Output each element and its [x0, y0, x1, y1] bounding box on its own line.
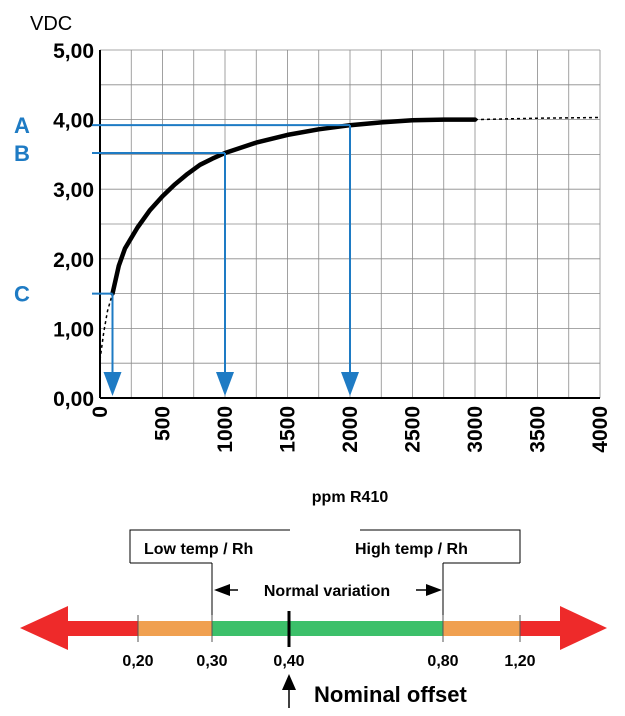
x-tick-label: 4000: [589, 406, 612, 453]
offset-scale: Low temp / Rh High temp / Rh Normal vari…: [20, 529, 607, 708]
scale-arrow-right-icon: [560, 606, 607, 650]
y-tick-labels: 0,00 1,00 2,00 3,00 4,00 5,00: [53, 40, 94, 411]
scale-orange-left: [138, 621, 212, 636]
response-curve: [110, 117, 478, 296]
x-tick-label: 0: [89, 406, 112, 418]
y-tick-label: 5,00: [53, 40, 94, 63]
marker-label: A: [14, 113, 30, 138]
scale-label-030: 0,30: [196, 653, 227, 670]
x-axis-label: ppm R410: [312, 489, 389, 506]
x-tick-label: 2000: [339, 406, 362, 453]
marker-arrow-icon: [341, 372, 359, 396]
curve-dotted-end: [474, 116, 601, 121]
scale-arrow-left-icon: [20, 606, 68, 650]
marker-group: AB C: [14, 113, 359, 396]
marker-arrow-icon: [103, 372, 122, 396]
curve-dotted-start: [99, 293, 114, 360]
scale-label-020: 0,20: [122, 653, 153, 670]
scale-label-120: 1,20: [504, 653, 535, 670]
scale-label-080: 0,80: [427, 653, 458, 670]
variation-arrow-left-icon: [214, 584, 230, 596]
variation-arrow-right-icon: [426, 584, 442, 596]
x-tick-label: 1500: [277, 406, 300, 453]
marker-arrow-icon: [216, 372, 234, 396]
x-tick-labels: 0 500 1000 1500 2000 2500 3000 3500 4000: [89, 406, 612, 453]
scale-orange-right: [443, 621, 520, 636]
scale-red-right: [520, 621, 570, 636]
high-temp-label: High temp / Rh: [355, 541, 468, 558]
y-tick-label: 4,00: [53, 110, 94, 133]
y-tick-label: 0,00: [53, 388, 94, 411]
y-tick-label: 2,00: [53, 249, 94, 272]
x-tick-label: 3500: [527, 406, 550, 453]
y-tick-label: 1,00: [53, 318, 94, 341]
variation-label: Normal variation: [264, 583, 390, 600]
marker-label: B: [14, 141, 30, 166]
chart: VDC 0,00 1,00 2,00 3,00 4,00 5,00 0 500 1000 150…: [14, 13, 612, 506]
x-tick-label: 500: [152, 406, 175, 441]
low-temp-label: Low temp / Rh: [144, 541, 253, 558]
nominal-offset-label: Nominal offset: [314, 682, 467, 707]
scale-green: [212, 621, 443, 636]
x-tick-label: 3000: [464, 406, 487, 453]
variation-label-bg: [238, 578, 416, 600]
y-tick-label: 3,00: [53, 179, 94, 202]
y-unit-label: VDC: [30, 13, 72, 35]
scale-label-040: 0,40: [273, 653, 304, 670]
scale-red-left: [58, 621, 138, 636]
x-tick-label: 2500: [402, 406, 425, 453]
nominal-arrow-icon: [282, 674, 296, 690]
marker-label: C: [14, 282, 30, 307]
x-tick-label: 1000: [214, 406, 237, 453]
low-bracket-left: [129, 529, 290, 563]
high-bracket-right: [360, 529, 521, 563]
curve-group: [99, 116, 601, 360]
